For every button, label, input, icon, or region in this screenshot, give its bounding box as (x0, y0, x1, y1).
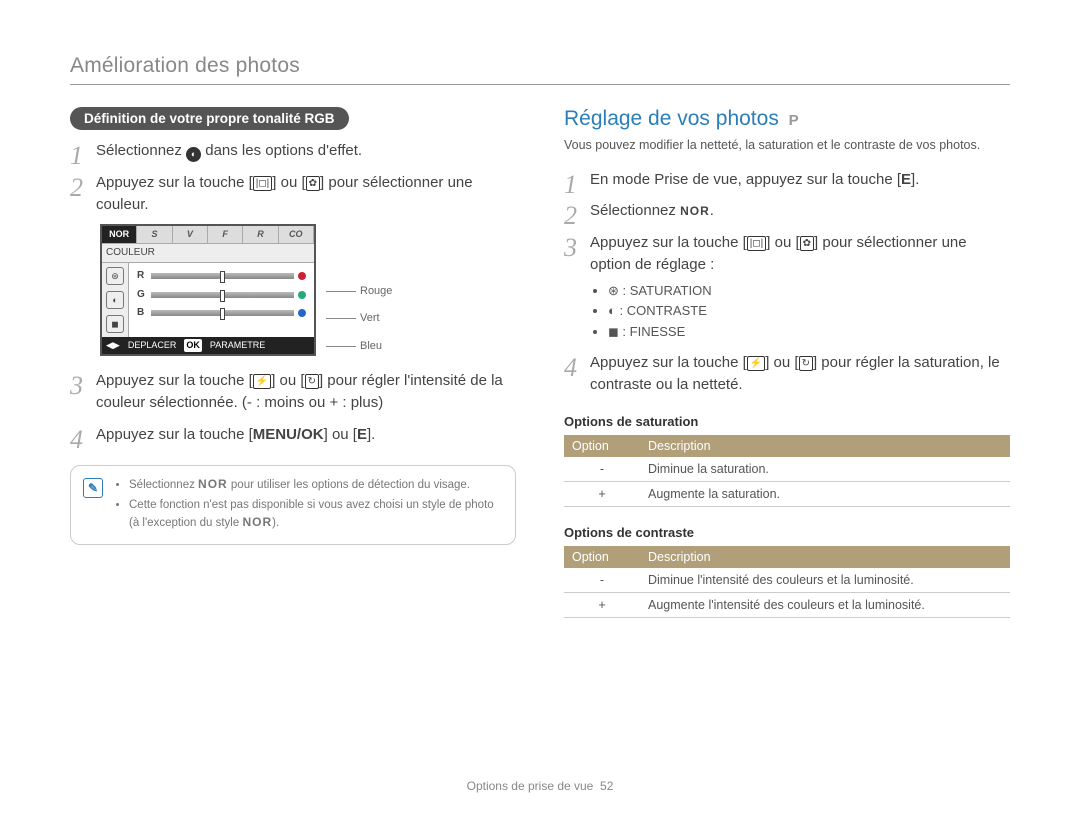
step-1: En mode Prise de vue, appuyez sur la tou… (564, 169, 1010, 191)
lcd-tabs: NOR S V F R CO (102, 226, 314, 243)
section-pill: Définition de votre propre tonalité RGB (70, 107, 349, 130)
flash-key-icon: ⚡ (747, 356, 765, 371)
contrast-icon: ◐ (608, 303, 616, 318)
contrast-icon: ◐ (106, 291, 124, 309)
slider-row: G (137, 288, 306, 303)
color-dot-red (298, 272, 306, 280)
right-key-icon: ✿ (306, 176, 320, 191)
opt-sharpness: ◼ : FINESSE (608, 323, 1010, 342)
camera-lcd: NOR S V F R CO COULEUR ⊛ (100, 224, 316, 357)
move-icon: ◀▶ (106, 339, 120, 352)
sharpness-icon: ◼ (106, 315, 124, 333)
opt-contrast: ◐ : CONTRASTE (608, 302, 1010, 321)
lcd-tab: R (243, 226, 278, 243)
saturation-icon: ⊛ (106, 267, 124, 285)
adjust-steps: En mode Prise de vue, appuyez sur la tou… (564, 169, 1010, 396)
left-column: Définition de votre propre tonalité RGB … (70, 107, 516, 618)
note-item: Cette fonction n'est pas disponible si v… (129, 497, 501, 531)
mode-badge: P (789, 112, 799, 129)
table-header-row: OptionDescription (564, 546, 1010, 568)
right-key-icon: ✿ (800, 236, 814, 251)
saturation-icon: ⊛ (608, 283, 619, 298)
lcd-tab: CO (279, 226, 314, 243)
step-2: Sélectionnez NOR. (564, 200, 1010, 222)
lcd-illustration: NOR S V F R CO COULEUR ⊛ (100, 224, 516, 357)
sharpness-icon: ◼ (608, 324, 619, 339)
slider-row: B (137, 306, 306, 321)
lcd-side-icons: ⊛ ◐ ◼ (102, 263, 129, 337)
legend-green: Vert (326, 311, 392, 327)
table-row: -Diminue la saturation. (564, 457, 1010, 482)
table-row: +Augmente la saturation. (564, 481, 1010, 506)
step-3: Appuyez sur la touche [⚡] ou [↻] pour ré… (70, 370, 516, 414)
adjust-options: ⊛ : SATURATION ◐ : CONTRASTE ◼ : FINESSE (590, 282, 1010, 343)
lcd-footer: ◀▶DEPLACER OKPARAMETRE (102, 337, 314, 354)
intro-text: Vous pouvez modifier la netteté, la satu… (564, 137, 1010, 155)
timer-key-icon: ↻ (799, 356, 813, 371)
note-box: ✎ Sélectionnez NOR pour utiliser les opt… (70, 465, 516, 545)
info-icon: ✎ (83, 478, 103, 498)
lcd-tab: F (208, 226, 243, 243)
section-heading: Réglage de vos photos P (564, 107, 1010, 131)
ok-key: OK (184, 339, 202, 352)
color-dot-green (298, 291, 306, 299)
page-title: Amélioration des photos (70, 54, 1010, 85)
step-4: Appuyez sur la touche [MENU/OK] ou [E]. (70, 424, 516, 446)
lcd-tab-active: NOR (102, 226, 137, 243)
step-3: Appuyez sur la touche [|◻|] ou [✿] pour … (564, 232, 1010, 342)
lcd-label: COULEUR (102, 243, 314, 264)
timer-key-icon: ↻ (305, 374, 319, 389)
color-dot-blue (298, 309, 306, 317)
saturation-table-head: Options de saturation (564, 414, 1010, 429)
manual-page: Amélioration des photos Définition de vo… (0, 0, 1080, 815)
color-legend: Rouge Vert Bleu (326, 284, 392, 356)
legend-red: Rouge (326, 284, 392, 300)
table-row: +Augmente l'intensité des couleurs et la… (564, 592, 1010, 617)
legend-blue: Bleu (326, 339, 392, 355)
note-item: Sélectionnez NOR pour utiliser les optio… (129, 476, 501, 494)
table-header-row: OptionDescription (564, 435, 1010, 457)
right-column: Réglage de vos photos P Vous pouvez modi… (564, 107, 1010, 618)
contrast-table: OptionDescription -Diminue l'intensité d… (564, 546, 1010, 618)
rgb-steps: Sélectionnez ◐ dans les options d'effet.… (70, 140, 516, 445)
rgb-sliders: R G B (129, 263, 314, 337)
step-2: Appuyez sur la touche [|◻|] ou [✿] pour … (70, 172, 516, 356)
lcd-tab: S (137, 226, 172, 243)
saturation-table: OptionDescription -Diminue la saturation… (564, 435, 1010, 507)
left-key-icon: |◻| (253, 176, 273, 191)
opt-saturation: ⊛ : SATURATION (608, 282, 1010, 301)
two-column-layout: Définition de votre propre tonalité RGB … (70, 107, 1010, 618)
table-row: -Diminue l'intensité des couleurs et la … (564, 568, 1010, 593)
left-key-icon: |◻| (747, 236, 767, 251)
lcd-tab: V (173, 226, 208, 243)
step-4: Appuyez sur la touche [⚡] ou [↻] pour ré… (564, 352, 1010, 396)
contrast-table-head: Options de contraste (564, 525, 1010, 540)
flash-key-icon: ⚡ (253, 374, 271, 389)
slider-row: R (137, 269, 306, 284)
palette-icon: ◐ (186, 147, 201, 162)
step-1: Sélectionnez ◐ dans les options d'effet. (70, 140, 516, 162)
page-footer: Options de prise de vue 52 (0, 779, 1080, 793)
